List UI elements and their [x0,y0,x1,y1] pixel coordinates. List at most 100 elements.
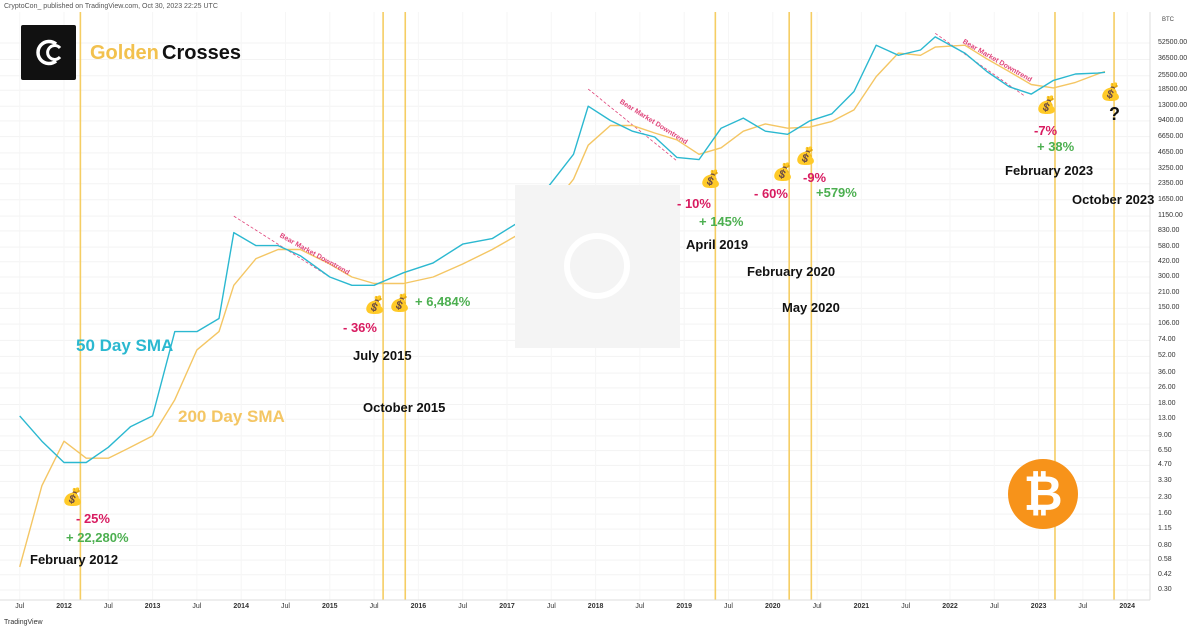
gain-label: + 6,484% [415,294,471,309]
money-bag-icon: 💰 [62,487,84,507]
time-tick-label: 2019 [676,603,692,610]
price-tick-label: 1650.00 [1158,195,1184,203]
time-tick-label: Jul [812,603,822,610]
price-tick-label: 9.00 [1158,431,1172,439]
price-tick-label: 1150.00 [1158,212,1183,220]
price-tick-label: 26.00 [1158,383,1176,391]
price-tick-label: 106.00 [1158,320,1180,328]
price-tick-label: 4650.00 [1158,148,1184,156]
time-tick-label: 2015 [322,603,338,610]
legend-sma50: 50 Day SMA [76,336,174,355]
price-tick-label: 52500.00 [1158,39,1188,46]
watermark-logo [515,185,680,348]
time-tick-label: Jul [546,603,556,610]
cryptocon-logo [21,25,76,80]
price-tick-label: 74.00 [1158,336,1176,344]
price-tick-label: 1.15 [1158,525,1172,533]
money-bag-icon: 💰 [364,295,386,315]
published-line: CryptoCon_ published on TradingView.com,… [4,3,218,10]
time-tick-label: 2018 [587,603,604,610]
price-tick-label: 1.60 [1158,510,1172,518]
tradingview-brand[interactable]: TradingView [4,619,43,626]
date-label: May 2020 [782,300,840,315]
question-mark: ? [1109,104,1120,124]
drop-label: - 36% [343,320,377,335]
price-tick-label: 2.30 [1158,493,1172,501]
price-tick-label: 210.00 [1158,289,1180,297]
date-label: April 2019 [686,237,749,252]
time-tick-label: Jul [15,603,25,610]
money-bag-icon: 💰 [1100,82,1122,102]
time-tick-label: Jul [103,603,113,610]
price-tick-label: 580.00 [1158,243,1180,251]
time-tick-label: 2013 [144,603,161,610]
money-bag-icon: 💰 [700,169,722,189]
date-label: February 2012 [30,552,119,567]
date-label: October 2015 [363,400,446,415]
price-tick-label: 18.00 [1158,400,1176,408]
time-tick-label: 2021 [853,603,870,610]
date-label: October 2023 [1072,192,1155,207]
money-bag-icon: 💰 [772,162,794,182]
money-bag-icon: 💰 [389,293,411,313]
drop-label: -7% [1034,123,1058,138]
price-tick-label: 150.00 [1158,304,1180,312]
price-tick-label: 0.80 [1158,541,1172,549]
currency-label: BTC [1162,17,1174,23]
price-tick-label: 2350.00 [1158,179,1184,187]
price-tick-label: 0.30 [1158,586,1172,593]
time-tick-label: Jul [901,603,911,610]
watermark-logo-ring [564,233,630,299]
legend-sma200: 200 Day SMA [178,407,285,426]
price-tick-label: 4.70 [1158,461,1172,469]
time-tick-label: Jul [1078,603,1088,610]
date-label: July 2015 [353,348,412,363]
time-tick-label: 2017 [499,603,515,610]
chart-title-golden: Golden [90,42,159,64]
date-label: February 2023 [1005,163,1094,178]
gain-label: + 145% [699,214,744,229]
time-tick-label: 2016 [410,603,427,610]
price-tick-label: 3250.00 [1158,165,1184,173]
drop-label: -9% [803,170,827,185]
time-tick-label: 2023 [1030,603,1047,610]
price-tick-label: 36.00 [1158,369,1176,377]
price-tick-label: 25500.00 [1158,71,1188,79]
price-tick-label: 6650.00 [1158,132,1184,140]
time-tick-label: 2022 [942,603,958,610]
gain-label: +579% [816,185,857,200]
gain-label: + 22,280% [66,530,129,545]
time-tick-label: Jul [458,603,468,610]
drop-label: - 25% [76,511,110,526]
price-tick-label: 300.00 [1158,273,1180,280]
time-tick-label: Jul [369,603,379,610]
time-tick-label: Jul [635,603,645,610]
sma200-line [19,44,1106,568]
price-tick-label: 420.00 [1158,257,1180,265]
time-tick-label: Jul [724,603,733,610]
price-tick-label: 3.30 [1158,477,1172,485]
time-tick-label: 2014 [233,603,249,610]
price-tick-label: 52.00 [1158,352,1176,360]
price-tick-label: 36500.00 [1158,55,1188,63]
price-tick-label: 0.58 [1158,556,1172,564]
price-tick-label: 830.00 [1158,226,1180,234]
drop-label: - 60% [754,186,788,201]
chart-title-crosses: Crosses [162,42,241,64]
money-bag-icon: 💰 [795,146,817,166]
price-tick-label: 18500.00 [1158,86,1188,94]
gain-label: + 38% [1037,139,1075,154]
price-tick-label: 13000.00 [1158,102,1188,110]
money-bag-icon: 💰 [1036,95,1058,115]
time-tick-label: 2024 [1119,603,1135,610]
price-tick-label: 13.00 [1158,415,1176,423]
bear-trend-line [935,32,1025,96]
time-tick-label: 2020 [765,603,781,610]
time-tick-label: Jul [192,603,202,610]
bitcoin-logo-icon: ₿ [1008,459,1078,529]
price-tick-label: 0.42 [1158,570,1172,578]
date-label: February 2020 [747,264,836,279]
price-tick-label: 6.50 [1158,446,1172,454]
sma-series [19,36,1106,568]
